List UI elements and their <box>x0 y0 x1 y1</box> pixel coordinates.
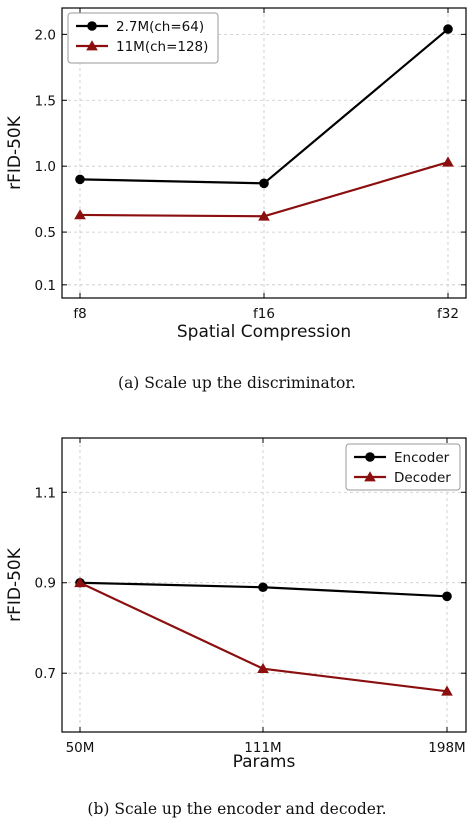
y-axis-label: rFID-50K <box>5 115 25 190</box>
chart-panel-a: 0.1 0.5 1.0 1.5 2.0 f8 f16 f32 2.7M(ch=64) 11M(ch… <box>5 7 467 392</box>
plot-frame <box>61 7 467 299</box>
y-tick-label: 1.1 <box>35 485 56 501</box>
plot-frame <box>61 437 467 733</box>
data-point-triangle <box>442 156 454 167</box>
legend-label: Encoder <box>394 450 450 466</box>
legend-marker-triangle <box>364 471 376 482</box>
y-tick-label: 0.1 <box>35 278 56 294</box>
data-point-circle <box>258 582 268 593</box>
legend-marker-triangle <box>86 40 98 51</box>
y-axis-label: rFID-50K <box>5 547 25 622</box>
y-tick-label: 0.5 <box>35 225 56 241</box>
legend-marker-circle <box>87 21 97 31</box>
x-tick-label: 50M <box>66 740 95 756</box>
data-point-triangle <box>441 685 453 696</box>
x-tick-label: f16 <box>253 306 275 322</box>
figure-caption: (a) Scale up the discriminator. <box>118 374 356 392</box>
y-tick-label: 0.9 <box>35 576 56 592</box>
data-point-triangle <box>74 209 86 220</box>
legend-marker-circle <box>365 452 375 462</box>
figure-caption: (b) Scale up the encoder and decoder. <box>87 800 386 818</box>
data-point-triangle <box>74 576 86 588</box>
series-line-1 <box>79 581 448 693</box>
legend-label: Decoder <box>394 470 451 486</box>
x-tick-label: 198M <box>428 740 465 756</box>
x-axis-label: Params <box>233 752 296 772</box>
y-tick-label: 0.7 <box>35 666 56 682</box>
data-point-circle <box>259 178 269 189</box>
data-point-circle <box>443 24 453 34</box>
y-tick-label: 1.5 <box>35 93 56 109</box>
y-tick-label: 2.0 <box>35 27 56 43</box>
data-point-circle <box>75 174 85 185</box>
data-point-triangle <box>258 210 270 221</box>
legend-label: 2.7M(ch=64) <box>116 19 204 35</box>
x-tick-label: f32 <box>437 306 459 322</box>
legend-label: 11M(ch=128) <box>116 39 208 55</box>
y-tick-label: 1.0 <box>35 159 56 175</box>
x-tick-label: 111M <box>244 740 281 756</box>
x-tick-label: f8 <box>73 306 86 322</box>
chart-panel-b: 0.7 0.9 1.1 50M 111M 198M Encoder Decoder Params… <box>5 437 467 818</box>
data-point-triangle <box>257 662 269 674</box>
data-point-circle <box>442 591 452 602</box>
x-axis-label: Spatial Compression <box>177 322 351 342</box>
